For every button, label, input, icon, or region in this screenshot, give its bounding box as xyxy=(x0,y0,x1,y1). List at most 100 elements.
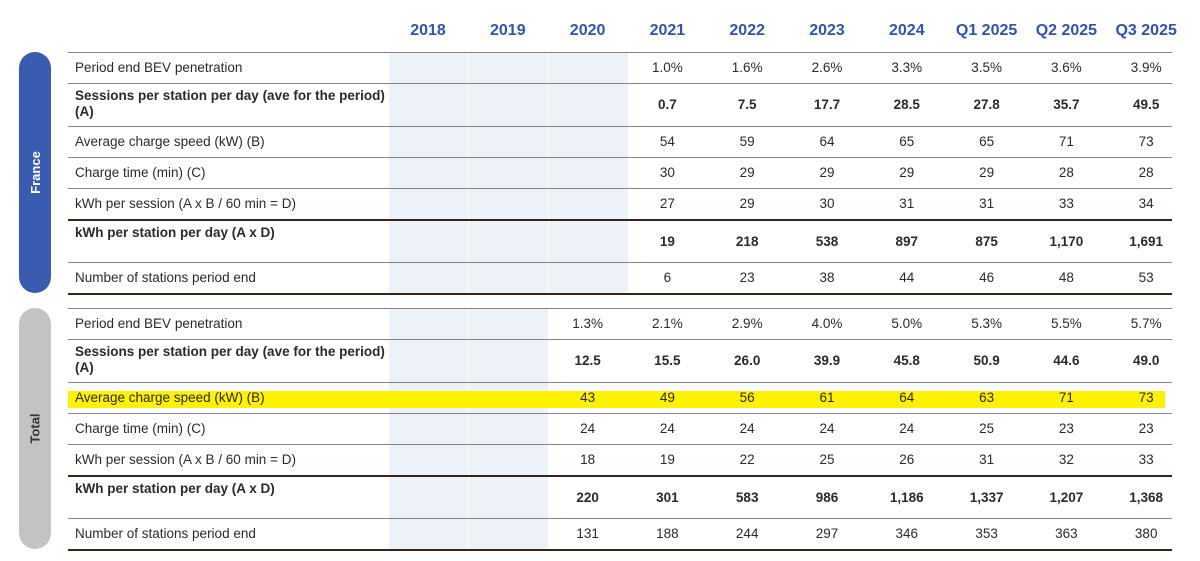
cell-value: 61 xyxy=(819,389,835,405)
row-label: Period end BEV penetration xyxy=(75,59,243,75)
cell-value: 73 xyxy=(1138,389,1154,405)
cell-value: 46 xyxy=(979,269,995,285)
column-header: 2020 xyxy=(569,22,606,39)
section-label-text: France xyxy=(27,151,43,194)
table-row: kWh per session (A x B / 60 min = D) 18 19… xyxy=(68,444,1172,475)
cell-value: 23 xyxy=(1138,420,1154,436)
cell-value: 44.6 xyxy=(1053,352,1080,368)
table-row: Number of stations period end 131 188 244 29… xyxy=(68,518,1172,549)
cell-value: 34 xyxy=(1138,195,1154,211)
cell-value: 17.7 xyxy=(813,96,841,112)
cell-value: 897 xyxy=(895,233,919,249)
cell-value: 28 xyxy=(1058,164,1074,180)
empty-column-shade xyxy=(389,52,468,293)
cell-value: 1,170 xyxy=(1049,233,1084,249)
cell-value: 31 xyxy=(899,195,915,211)
cell-value: 29 xyxy=(739,195,755,211)
cell-value: 54 xyxy=(659,133,675,149)
column-header: 2022 xyxy=(729,22,765,39)
column-header: 2024 xyxy=(889,22,925,39)
table-row: kWh per station per day (A x D) 19 218 538 8… xyxy=(68,219,1172,262)
cell-value: 2.1% xyxy=(652,315,683,331)
cell-value: 29 xyxy=(819,164,835,180)
row-label: kWh per station per day (A x D) xyxy=(75,225,275,240)
cell-value: 1.6% xyxy=(731,59,763,75)
cell-value: 5.3% xyxy=(971,315,1002,331)
cell-value: 49 xyxy=(659,389,675,405)
column-header: Q1 2025 xyxy=(955,22,1018,39)
cell-value: 1.0% xyxy=(652,59,683,75)
cell-value: 7.5 xyxy=(737,96,757,112)
cell-value: 3.6% xyxy=(1051,59,1082,75)
cell-value: 3.5% xyxy=(971,59,1002,75)
table-row: Period end BEV penetration 1.0% 1.6% 2.6% 3.… xyxy=(68,52,1172,83)
cell-value: 2.6% xyxy=(811,59,843,75)
empty-column-shade xyxy=(548,52,628,293)
cell-value: 53 xyxy=(1138,269,1154,285)
column-header: 2021 xyxy=(649,22,686,39)
empty-column-shade xyxy=(468,308,548,549)
table-row: kWh per station per day (A x D) 220 301 583… xyxy=(68,475,1172,518)
row-label: kWh per station per day (A x D) xyxy=(75,481,275,496)
cell-value: 6 xyxy=(663,269,672,285)
cell-value: 65 xyxy=(979,133,995,149)
cell-value: 1,691 xyxy=(1129,233,1164,249)
cell-value: 45.8 xyxy=(893,352,920,368)
cell-value: 218 xyxy=(735,233,759,249)
cell-value: 29 xyxy=(979,164,995,180)
table-row: Sessions per station per day (ave for th… xyxy=(68,339,1172,382)
cell-value: 301 xyxy=(656,489,679,505)
section-bottom-rule xyxy=(68,293,1172,295)
cell-value: 0.7 xyxy=(658,96,677,112)
section-bottom-rule xyxy=(68,549,1172,551)
cell-value: 19 xyxy=(659,451,675,467)
section-label-total: Total xyxy=(19,308,51,549)
row-highlight xyxy=(68,390,1165,408)
row-label: Sessions per station per day (ave for th… xyxy=(75,344,385,375)
cell-value: 25 xyxy=(819,451,835,467)
cell-value: 1,337 xyxy=(969,489,1004,505)
row-label: Number of stations period end xyxy=(75,525,256,541)
column-header: 2023 xyxy=(809,22,845,39)
cell-value: 43 xyxy=(580,389,596,405)
empty-column-shade xyxy=(389,308,468,549)
table-section: Period end BEV penetration 1.0% 1.6% 2.6% 3.… xyxy=(68,52,1172,295)
cell-value: 380 xyxy=(1134,525,1158,541)
column-header: Q2 2025 xyxy=(1035,22,1098,39)
cell-value: 5.0% xyxy=(891,315,923,331)
cell-value: 24 xyxy=(739,420,755,436)
cell-value: 23 xyxy=(739,269,755,285)
row-label: Average charge speed (kW) (B) xyxy=(75,389,265,405)
cell-value: 297 xyxy=(815,525,839,541)
table-row: Number of stations period end 6 23 38 44 46 48… xyxy=(68,262,1172,293)
row-label: Charge time (min) (C) xyxy=(75,420,206,436)
cell-value: 28.5 xyxy=(893,96,920,112)
cell-value: 24 xyxy=(819,420,835,436)
row-label: Charge time (min) (C) xyxy=(75,164,206,180)
cell-value: 63 xyxy=(979,389,995,405)
cell-value: 65 xyxy=(899,133,915,149)
row-label: Period end BEV penetration xyxy=(75,315,243,331)
table-section: Period end BEV penetration 1.3% 2.1% 2.9% 4.… xyxy=(68,308,1172,551)
cell-value: 538 xyxy=(815,233,839,249)
cell-value: 353 xyxy=(975,525,998,541)
cell-value: 33 xyxy=(1058,195,1074,211)
cell-value: 48 xyxy=(1058,269,1074,285)
cell-value: 986 xyxy=(815,489,839,505)
table-row: Charge time (min) (C) 30 29 29 29 29 28 28 xyxy=(68,157,1172,188)
cell-value: 29 xyxy=(899,164,915,180)
cell-value: 875 xyxy=(975,233,998,249)
empty-column-shade xyxy=(468,52,548,293)
row-label: kWh per session (A x B / 60 min = D) xyxy=(75,451,296,467)
cell-value: 32 xyxy=(1058,451,1074,467)
cell-value: 31 xyxy=(979,195,995,211)
cell-value: 18 xyxy=(580,451,596,467)
cell-value: 31 xyxy=(979,451,995,467)
cell-value: 188 xyxy=(656,525,679,541)
cell-value: 244 xyxy=(735,525,759,541)
row-label: Sessions per station per day (ave for th… xyxy=(75,88,385,119)
table-row: kWh per session (A x B / 60 min = D) 27 29… xyxy=(68,188,1172,219)
cell-value: 33 xyxy=(1138,451,1154,467)
column-header: 2019 xyxy=(490,22,526,39)
cell-value: 19 xyxy=(659,233,675,249)
